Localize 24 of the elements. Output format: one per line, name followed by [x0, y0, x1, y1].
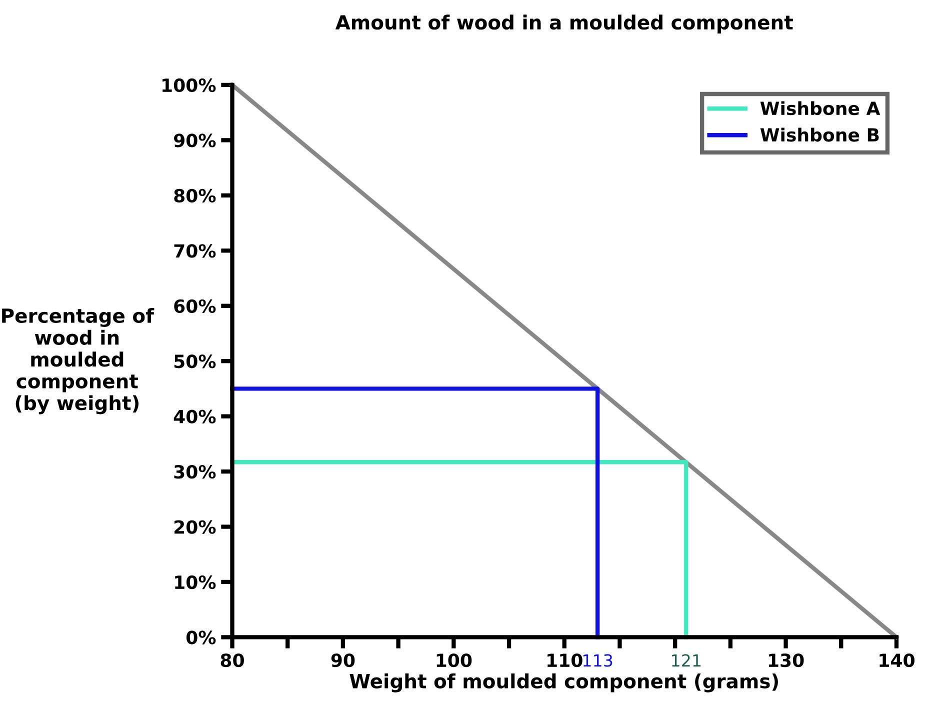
x-tick-label: 140	[880, 653, 914, 668]
annotation: 121	[672, 654, 701, 667]
y-tick-label: 100%	[162, 78, 216, 92]
y-tick-label: 40%	[174, 410, 216, 424]
y-tick-label: 0%	[186, 630, 216, 644]
y-tick-label: 80%	[174, 188, 216, 203]
x-tick-label: 130	[768, 653, 804, 668]
x-axis-title: Weight of moulded component (grams)	[350, 673, 778, 692]
y-axis-title: Percentage of wood in moulded component (by weight)	[2, 308, 154, 414]
y-tick-label: 50%	[174, 354, 216, 368]
y-tick-label: 60%	[174, 299, 216, 313]
legend-label: Wishbone A	[760, 101, 880, 116]
x-tick-label: 80	[220, 653, 244, 668]
y-tick-label: 90%	[174, 134, 216, 148]
y-tick-label: 30%	[174, 464, 216, 479]
y-tick-label: 20%	[174, 520, 216, 534]
x-tick-label: 90	[331, 653, 355, 668]
x-tick-label: 110	[548, 653, 582, 668]
legend-label: Wishbone B	[760, 128, 879, 142]
chart-title: Amount of wood in a moulded component	[335, 14, 793, 34]
y-tick-label: 70%	[174, 244, 216, 258]
annotation: 113	[584, 654, 612, 667]
x-tick-label: 100	[436, 653, 472, 668]
y-tick-label: 10%	[175, 575, 216, 590]
